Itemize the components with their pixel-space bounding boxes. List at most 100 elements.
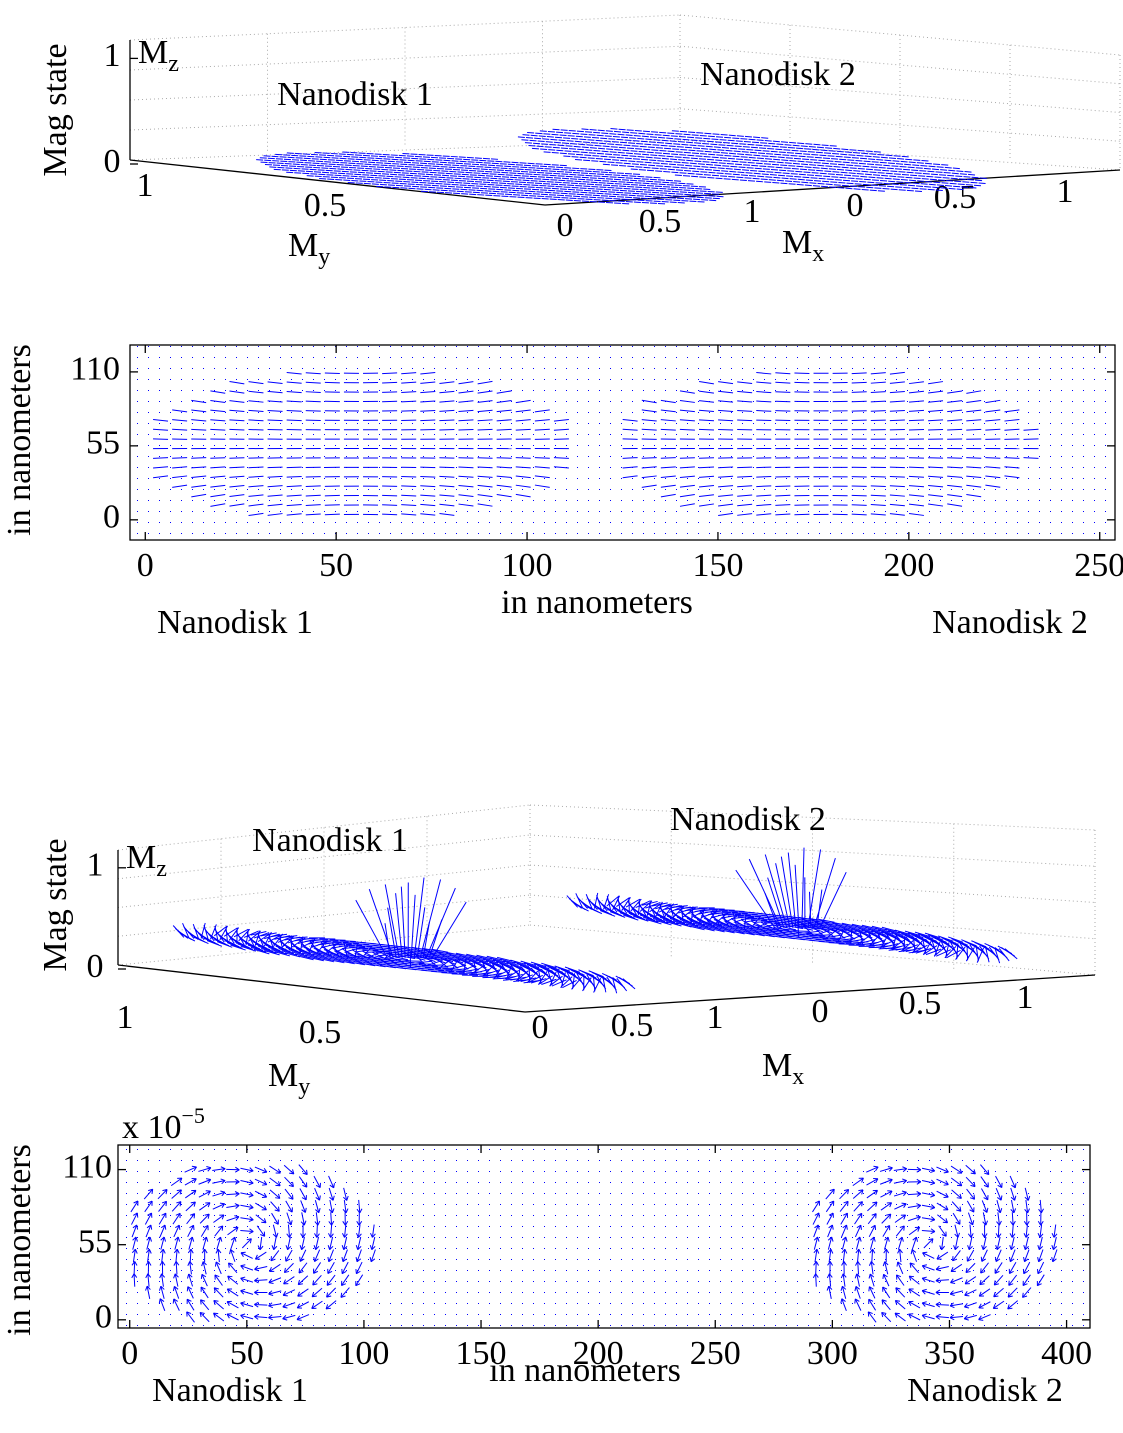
arrow (883, 182, 891, 185)
arrow (801, 847, 805, 928)
arrow (401, 400, 417, 403)
arrow (944, 166, 952, 169)
arrow (557, 967, 573, 974)
arrow (857, 167, 865, 170)
arrow-head (935, 1313, 941, 1317)
arrow (704, 132, 712, 135)
arrow-head (146, 1285, 151, 1290)
arrow (691, 134, 699, 136)
arrow-head (814, 1212, 820, 1216)
arrow (458, 503, 474, 507)
arrow-head (1037, 1270, 1043, 1275)
arrow (921, 1204, 935, 1209)
arrow-head (916, 1205, 922, 1209)
arrow (515, 475, 531, 479)
arrow-head (935, 1265, 940, 1270)
arrow (679, 409, 695, 413)
arrow (285, 1200, 293, 1213)
arrow (248, 390, 264, 394)
arrow (172, 925, 185, 938)
arrow (965, 1164, 976, 1175)
arrow (804, 920, 821, 925)
arrow (948, 187, 956, 190)
arrow (819, 154, 827, 157)
arrow (965, 1262, 976, 1273)
arrow (318, 957, 335, 963)
arrow (210, 419, 226, 422)
arrow (662, 134, 670, 137)
arrow (796, 165, 804, 168)
arrow (420, 400, 436, 403)
arrow (736, 176, 744, 179)
arrow (488, 961, 505, 969)
arrow (827, 155, 835, 157)
arrow (522, 134, 530, 136)
arrow (694, 160, 702, 162)
arrow (678, 135, 686, 138)
arrow (947, 466, 963, 469)
arrow (534, 475, 550, 479)
x-tick-label: 350 (924, 1335, 975, 1372)
arrow (673, 143, 681, 145)
arrow (841, 1298, 847, 1312)
arrow (698, 466, 715, 469)
arrow (962, 181, 970, 183)
arrow (940, 169, 948, 171)
arrow-head (930, 1219, 936, 1223)
arrow (714, 141, 722, 143)
arrow-head (314, 1258, 319, 1263)
arrow-head (930, 1231, 936, 1235)
y-tick-label: 0 (103, 499, 120, 536)
arrow (857, 927, 874, 933)
arrow-head (240, 1314, 245, 1320)
arrow (780, 164, 788, 167)
arrow-head (1023, 1245, 1026, 1250)
arrow-head (840, 1273, 844, 1279)
arrow-head (930, 1204, 936, 1209)
arrow (798, 155, 806, 158)
arrow-head (949, 1290, 954, 1295)
arrow (401, 410, 417, 412)
arrow-head (829, 1261, 833, 1266)
arrow-head (299, 1258, 305, 1262)
arrow (775, 494, 791, 497)
arrow (147, 1273, 150, 1287)
arrow-head (316, 1233, 320, 1238)
arrow (382, 513, 398, 516)
arrow (593, 131, 601, 134)
arrow-head (355, 1257, 358, 1262)
arrow (305, 381, 321, 384)
arrow (229, 409, 245, 413)
arrow-head (249, 1204, 254, 1209)
arrow (250, 946, 267, 953)
arrow (908, 1301, 921, 1309)
arrow (639, 900, 653, 912)
arrow (272, 933, 284, 947)
arrow (908, 494, 924, 497)
arrow (760, 142, 768, 144)
arrow-head (902, 1180, 907, 1185)
arrow (784, 144, 792, 146)
arrow (228, 1262, 238, 1274)
annotation: Nanodisk 2 (700, 56, 856, 93)
arrow (695, 924, 712, 930)
arrow (572, 150, 580, 153)
arrow (324, 372, 340, 375)
arrow (1053, 1224, 1057, 1238)
arrow (981, 1188, 989, 1201)
arrow (985, 419, 1001, 422)
arrow-head (263, 1167, 268, 1173)
arrow (587, 139, 595, 141)
arrow (671, 171, 679, 174)
arrow (813, 180, 822, 182)
arrow (608, 156, 616, 158)
arrow-head (915, 1215, 921, 1218)
arrow (641, 399, 657, 404)
arrow (267, 419, 283, 422)
arrow-head (248, 1231, 254, 1235)
arrow (908, 419, 924, 422)
arrow (756, 139, 764, 141)
arrow (227, 942, 243, 949)
my-tick-label: 1 (117, 999, 134, 1036)
arrow (775, 381, 791, 384)
